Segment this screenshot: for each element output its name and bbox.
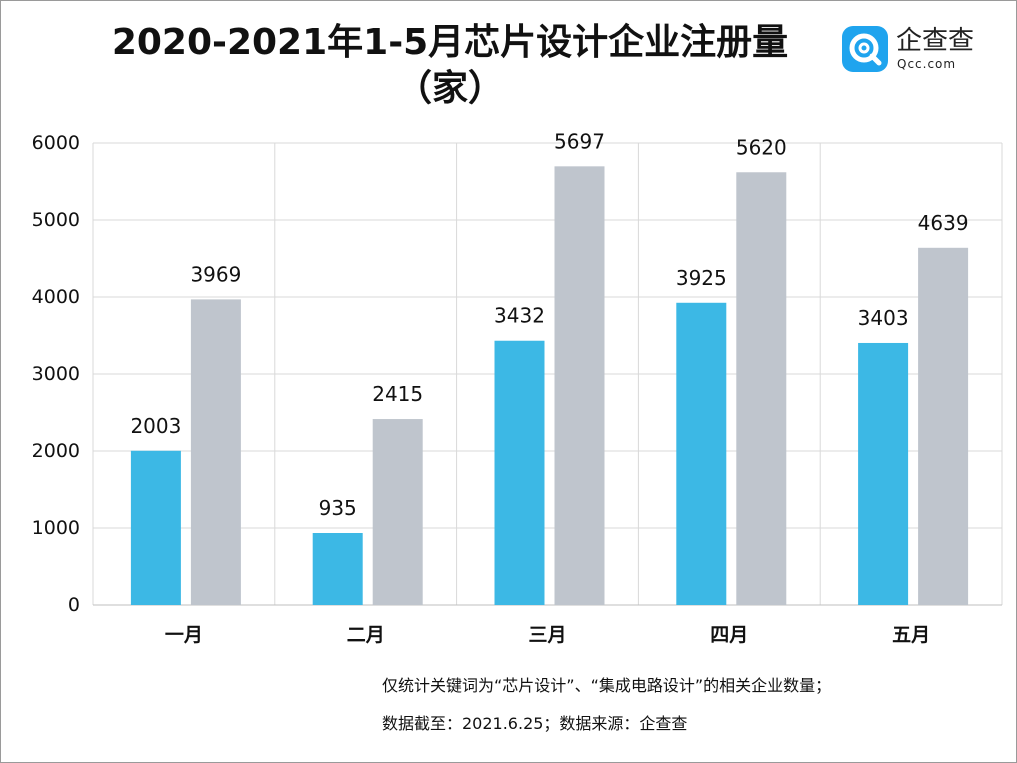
grid-lines bbox=[92, 142, 1003, 606]
bar-series-1-5 bbox=[858, 342, 909, 605]
y-tick-label: 5000 bbox=[32, 209, 80, 231]
qcc-magnifier-icon bbox=[842, 26, 888, 72]
x-tick-label: 三月 bbox=[528, 624, 566, 646]
data-label: 2003 bbox=[130, 414, 181, 438]
bars bbox=[130, 166, 969, 605]
data-label: 935 bbox=[319, 496, 357, 520]
y-tick-label: 0 bbox=[68, 594, 80, 616]
x-tick-label: 四月 bbox=[710, 624, 748, 646]
chart-title-line1: 2020-2021年1-5月芯片设计企业注册量 bbox=[111, 22, 789, 63]
bar-series-2-2 bbox=[372, 419, 423, 605]
qcc-logo: 企查查 Qcc.com bbox=[842, 26, 1002, 74]
data-label: 2415 bbox=[372, 382, 423, 406]
x-tick-label: 一月 bbox=[165, 624, 203, 646]
chart-title: 2020-2021年1-5月芯片设计企业注册量 （家） bbox=[70, 20, 830, 112]
data-label: 3969 bbox=[190, 262, 241, 286]
data-labels: 2003 935 3432 3925 3403 3969 2415 5697 5620 4639 bbox=[130, 129, 968, 520]
logo-domain: Qcc.com bbox=[897, 57, 957, 71]
data-label: 3432 bbox=[494, 304, 545, 328]
bar-series-2-1 bbox=[190, 299, 241, 605]
y-tick-label: 6000 bbox=[32, 132, 80, 154]
data-label: 3925 bbox=[676, 266, 727, 290]
y-tick-label: 3000 bbox=[32, 363, 80, 385]
bar-series-2-3 bbox=[554, 166, 605, 605]
bar-series-1-3 bbox=[494, 340, 545, 605]
bar-series-1-2 bbox=[312, 533, 363, 605]
data-label: 4639 bbox=[918, 211, 969, 235]
data-label: 3403 bbox=[858, 306, 909, 330]
bar-series-2-4 bbox=[736, 172, 787, 605]
x-tick-label: 五月 bbox=[892, 624, 930, 646]
bar-series-1-4 bbox=[676, 302, 727, 605]
y-tick-label: 2000 bbox=[32, 440, 80, 462]
chart-title-line2: （家） bbox=[395, 68, 504, 109]
bar-series-2-5 bbox=[918, 247, 969, 605]
axes: 0 1000 2000 3000 4000 5000 6000 一月 二月 三月 四月 五月 bbox=[32, 132, 1002, 646]
y-tick-label: 4000 bbox=[32, 286, 80, 308]
data-label: 5697 bbox=[554, 129, 605, 153]
x-tick-label: 二月 bbox=[347, 624, 385, 646]
logo-name: 企查查 bbox=[896, 26, 975, 56]
footnote-scope: 仅统计关键词为“芯片设计”、“集成电路设计”的相关企业数量； bbox=[382, 676, 832, 695]
data-label: 5620 bbox=[736, 135, 787, 159]
footnote-source: 数据截至：2021.6.25；数据来源：企查查 bbox=[382, 714, 688, 733]
y-tick-label: 1000 bbox=[32, 517, 80, 539]
bar-series-1-1 bbox=[130, 450, 181, 605]
